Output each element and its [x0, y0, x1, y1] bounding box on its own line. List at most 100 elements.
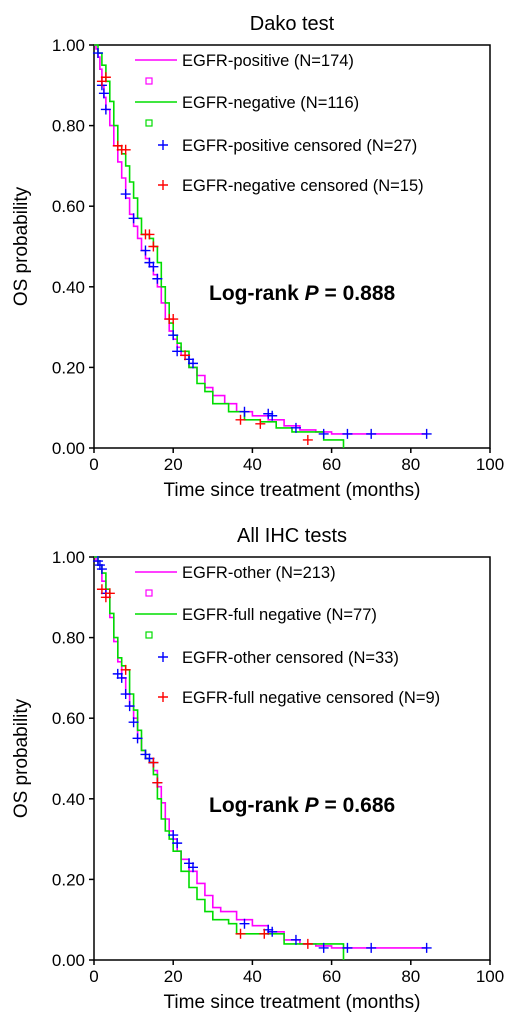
censor-mark-1	[168, 830, 179, 841]
legend-swatch-box	[145, 77, 153, 85]
censor-mark-1	[120, 189, 131, 200]
censor-mark-2	[235, 414, 246, 425]
x-tick-label: 80	[401, 455, 420, 474]
legend-label: EGFR-positive censored (N=27)	[182, 137, 417, 155]
y-tick-label: 0.00	[52, 951, 85, 970]
censor-mark-1	[172, 838, 183, 849]
censor-mark-1	[148, 261, 159, 272]
chart-panel-1: Dako test 0 20 40 60 80 100 0.00 0.20 0.40 0.60 0.8…	[11, 13, 504, 501]
y-tick-label: 0.80	[52, 117, 85, 136]
x-tick-label: 0	[89, 455, 98, 474]
plot-frame	[93, 44, 491, 449]
legend-label: EGFR-negative (N=116)	[182, 94, 359, 112]
y-axis-label: OS probability	[11, 186, 32, 306]
censor-mark-2	[180, 350, 191, 361]
censor-mark-1	[100, 104, 111, 115]
plot-frame	[93, 556, 491, 961]
legend-swatch-box	[145, 631, 153, 639]
censor-mark-1	[239, 406, 250, 417]
legend-censor-mark	[158, 140, 168, 150]
censor-mark-1	[290, 934, 301, 945]
censor-mark-1	[120, 689, 131, 700]
censor-mark-2	[144, 229, 155, 240]
chart-title: All IHC tests	[237, 525, 347, 547]
y-axis-label: OS probability	[11, 698, 32, 818]
censor-mark-2	[259, 928, 270, 939]
censor-mark-1	[172, 346, 183, 357]
chart-panel-2: All IHC tests 0 20 40 60 80 100 0.00 0.20 0.40 0.6…	[11, 525, 504, 1013]
x-tick-label: 20	[164, 967, 183, 986]
x-tick-label: 80	[401, 967, 420, 986]
y-tick-label: 0.40	[52, 790, 85, 809]
censor-mark-1	[152, 273, 163, 284]
legend-label: EGFR-other censored (N=33)	[182, 649, 399, 667]
y-tick-label: 0.20	[52, 870, 85, 889]
legend-label: EGFR-negative censored (N=15)	[182, 177, 424, 195]
censor-mark-1	[342, 428, 353, 439]
legend-label: EGFR-positive (N=174)	[182, 52, 354, 70]
chart-title: Dako test	[250, 13, 335, 35]
x-tick-label: 40	[243, 967, 262, 986]
censor-mark-1	[342, 942, 353, 953]
censor-mark-2	[302, 938, 313, 949]
censor-mark-1	[140, 245, 151, 256]
y-tick-label: 0.60	[52, 197, 85, 216]
censor-mark-2	[168, 314, 179, 325]
censor-mark-1	[98, 88, 109, 99]
legend-label: EGFR-full negative (N=77)	[182, 606, 377, 624]
censor-mark-1	[128, 213, 139, 224]
x-axis-label: Time since treatment (months)	[164, 480, 421, 501]
censor-mark-1	[116, 672, 127, 683]
x-axis-label: Time since treatment (months)	[164, 992, 421, 1013]
x-tick-label: 40	[243, 455, 262, 474]
censor-mark-1	[188, 358, 198, 369]
y-tick-label: 1.00	[52, 36, 85, 55]
series-line-2	[94, 556, 345, 960]
censor-mark-1	[168, 330, 179, 341]
censor-mark-2	[235, 928, 246, 939]
legend-swatch-box	[145, 119, 153, 127]
censor-mark-2	[100, 72, 111, 83]
legend-censor-mark	[158, 652, 168, 662]
x-tick-label: 100	[476, 967, 504, 986]
y-tick-label: 1.00	[52, 548, 85, 567]
series-line-2	[94, 44, 345, 448]
censor-mark-1	[239, 918, 250, 929]
censor-mark-1	[96, 564, 107, 575]
x-tick-label: 20	[164, 455, 183, 474]
censor-mark-2	[120, 144, 131, 155]
x-tick-label: 100	[476, 455, 504, 474]
censor-mark-1	[124, 701, 135, 712]
censor-mark-1	[318, 942, 329, 953]
censor-mark-1	[290, 422, 301, 433]
censor-mark-2	[255, 418, 266, 429]
x-tick-label: 0	[89, 967, 98, 986]
log-rank-annotation: Log-rank P = 0.686	[209, 794, 395, 817]
censor-mark-1	[366, 942, 377, 953]
legend-swatch-box	[145, 589, 153, 597]
censor-mark-2	[120, 664, 131, 675]
censor-mark-1	[92, 48, 103, 59]
y-tick-label: 0.20	[52, 358, 85, 377]
censor-mark-2	[96, 584, 107, 595]
censor-mark-1	[188, 862, 198, 873]
censor-mark-2	[148, 757, 159, 768]
y-tick-label: 0.00	[52, 439, 85, 458]
legend-label: EGFR-other (N=213)	[182, 564, 336, 582]
censor-mark-2	[302, 434, 313, 445]
censor-mark-1	[132, 733, 143, 744]
y-tick-label: 0.40	[52, 278, 85, 297]
legend-censor-mark	[158, 692, 168, 702]
x-tick-label: 60	[322, 455, 341, 474]
censor-mark-1	[318, 428, 329, 439]
censor-mark-1	[267, 410, 278, 421]
censor-mark-1	[421, 942, 432, 953]
log-rank-annotation: Log-rank P = 0.888	[209, 282, 395, 305]
censor-mark-1	[421, 428, 432, 439]
censor-mark-2	[148, 241, 159, 252]
censor-mark-1	[366, 428, 377, 439]
legend-label: EGFR-full negative censored (N=9)	[182, 689, 440, 707]
y-tick-label: 0.80	[52, 629, 85, 648]
censor-mark-1	[267, 926, 278, 937]
